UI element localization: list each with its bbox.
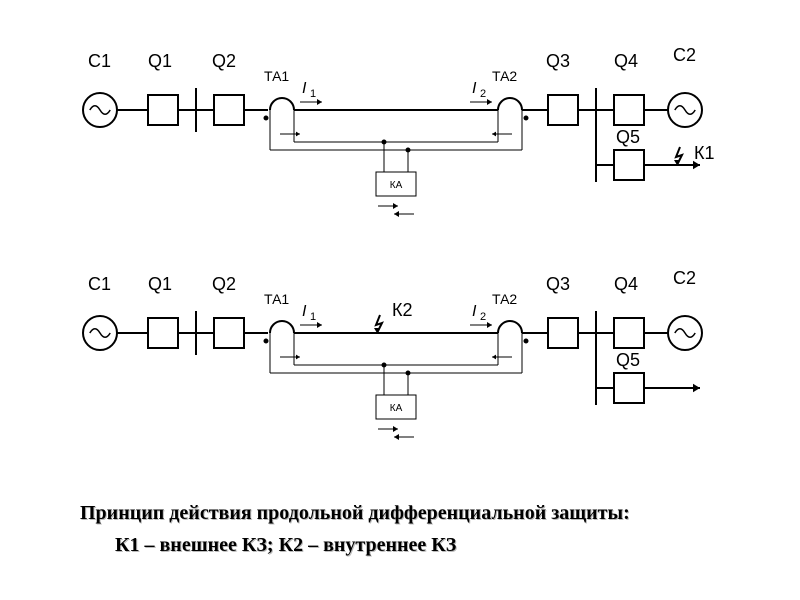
svg-text:Q4: Q4 (614, 51, 638, 71)
svg-text:К2: К2 (392, 300, 413, 320)
caption-line2: К1 – внешнее КЗ; К2 – внутреннее КЗ (0, 534, 800, 557)
svg-text:ТА1: ТА1 (264, 291, 289, 307)
svg-text:C1: C1 (88, 51, 111, 71)
svg-text:Q1: Q1 (148, 51, 172, 71)
svg-text:К1: К1 (694, 143, 715, 163)
svg-text:ТА2: ТА2 (492, 68, 517, 84)
svg-text:1: 1 (310, 88, 316, 100)
svg-text:I: I (302, 80, 307, 97)
svg-text:2: 2 (480, 88, 486, 100)
svg-text:2: 2 (480, 311, 486, 323)
svg-text:Q3: Q3 (546, 51, 570, 71)
svg-text:C1: C1 (88, 274, 111, 294)
svg-text:КА: КА (390, 403, 403, 414)
svg-text:Q3: Q3 (546, 274, 570, 294)
svg-text:I: I (302, 303, 307, 320)
svg-text:Q2: Q2 (212, 51, 236, 71)
svg-text:Q4: Q4 (614, 274, 638, 294)
svg-text:C2: C2 (673, 45, 696, 65)
svg-text:Q5: Q5 (616, 127, 640, 147)
caption-line1: Принцип действия продольной дифференциал… (0, 502, 800, 525)
schematic-diagrams: C1Q1Q2ТА1I1I2ТА2Q3Q4C2Q5К1КАC1Q1Q2ТА1I1К… (0, 0, 800, 485)
svg-text:I: I (472, 80, 477, 97)
svg-text:I: I (472, 303, 477, 320)
svg-text:Q1: Q1 (148, 274, 172, 294)
svg-text:ТА1: ТА1 (264, 68, 289, 84)
svg-text:Q5: Q5 (616, 350, 640, 370)
svg-text:1: 1 (310, 311, 316, 323)
svg-text:КА: КА (390, 180, 403, 191)
svg-text:C2: C2 (673, 268, 696, 288)
svg-text:Q2: Q2 (212, 274, 236, 294)
svg-text:ТА2: ТА2 (492, 291, 517, 307)
